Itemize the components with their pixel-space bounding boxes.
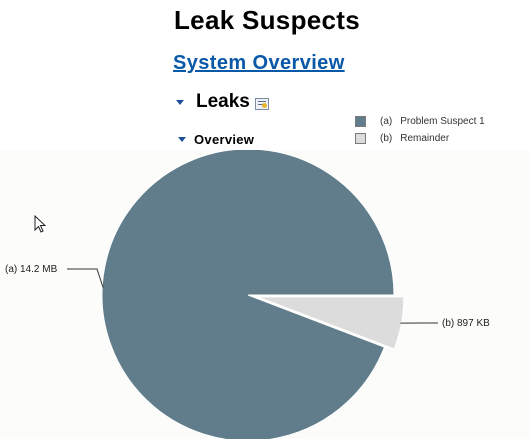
overview-section-header: Overview (178, 132, 254, 147)
slice-label-remainder: (b) 897 KB (442, 318, 490, 329)
triangle-down-icon[interactable] (178, 137, 186, 142)
system-overview-link[interactable]: System Overview (173, 52, 345, 75)
legend-key: (a) (380, 116, 392, 127)
leaks-title: Leaks (196, 91, 250, 113)
slice-label-problem-suspect: (a) 14.2 MB (5, 264, 58, 275)
leaks-section-header: Leaks (176, 91, 269, 113)
chart-legend: (a) Problem Suspect 1 (b) Remainder (355, 113, 485, 147)
legend-label: Problem Suspect 1 (400, 116, 485, 127)
pie-slice-problem-suspect[interactable] (102, 150, 394, 439)
legend-item-problem-suspect: (a) Problem Suspect 1 (355, 113, 485, 130)
legend-key: (b) (380, 133, 392, 144)
triangle-down-icon[interactable] (176, 100, 184, 105)
pie-chart: (a) 14.2 MB (b) 897 KB (0, 150, 530, 439)
legend-label: Remainder (400, 133, 449, 144)
legend-item-remainder: (b) Remainder (355, 130, 485, 147)
mouse-pointer-icon (34, 215, 48, 235)
legend-swatch (355, 133, 366, 144)
leader-line (67, 269, 103, 288)
legend-swatch (355, 116, 366, 127)
overview-title: Overview (194, 132, 254, 147)
page-title: Leak Suspects (174, 5, 360, 36)
details-report-icon[interactable] (255, 98, 269, 110)
